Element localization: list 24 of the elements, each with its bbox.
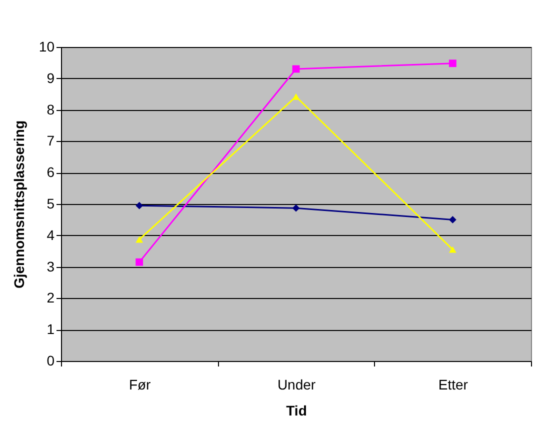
- y-tick-label: 1: [46, 321, 55, 338]
- y-tick-label: 7: [46, 132, 55, 149]
- y-tick-label: 3: [46, 258, 55, 274]
- y-tick-label: 5: [46, 196, 55, 212]
- y-tick-label: 6: [46, 164, 55, 180]
- point: [136, 236, 144, 243]
- point: [136, 202, 144, 210]
- x-axis-title: Tid: [286, 402, 307, 418]
- x-tick-label: Før: [128, 376, 152, 392]
- x-tick-label: Etter: [438, 376, 468, 392]
- y-tick-label: 9: [46, 70, 55, 86]
- point: [292, 93, 300, 100]
- y-tick-label: 4: [46, 226, 55, 243]
- y-tick-label: 2: [46, 290, 55, 306]
- point: [292, 204, 300, 212]
- point: [448, 246, 456, 253]
- x-tick-label: Under: [277, 376, 316, 392]
- point: [448, 60, 456, 68]
- y-tick-label: 0: [46, 352, 55, 368]
- y-axis-title: Gjennomsnittsplassering: [10, 120, 27, 289]
- y-tick-label: 10: [38, 38, 55, 54]
- point: [448, 216, 456, 224]
- point: [136, 258, 144, 266]
- y-tick-label: 8: [46, 101, 55, 118]
